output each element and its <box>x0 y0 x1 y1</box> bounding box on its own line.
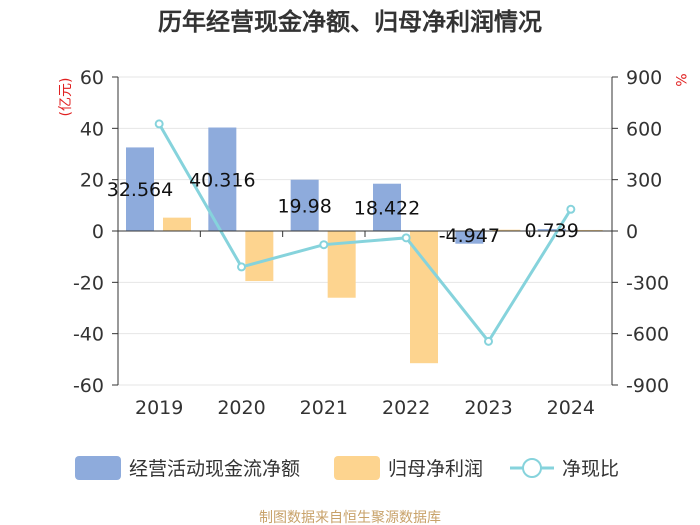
left-tick-label: -60 <box>73 375 104 397</box>
chart-title: 历年经营现金净额、归母净利润情况 <box>158 8 542 36</box>
legend-swatch-profit <box>334 456 380 480</box>
right-tick-label: -900 <box>626 375 669 397</box>
legend-label-profit: 归母净利润 <box>388 458 483 480</box>
data-label: 18.422 <box>354 197 420 219</box>
cashflow-bar <box>537 229 566 231</box>
ratio-line-path <box>157 123 573 344</box>
ratio-point <box>237 262 246 272</box>
source-note: 制图数据来自恒生聚源数据库 <box>259 510 441 525</box>
right-tick-label: 900 <box>626 67 662 89</box>
profit-bar <box>163 217 191 231</box>
grid <box>118 76 612 386</box>
left-tick-label: -40 <box>73 324 104 346</box>
left-tick-label: 40 <box>80 118 104 140</box>
profit-bar <box>492 229 521 231</box>
cashflow-bar <box>208 127 237 231</box>
ratio-point <box>154 119 164 129</box>
legend-swatch-cashflow <box>75 456 121 480</box>
x-tick-label: 2024 <box>547 397 595 419</box>
x-tick-label: 2023 <box>464 397 512 419</box>
left-tick-label: 20 <box>80 170 104 192</box>
data-label: -4.947 <box>439 225 500 247</box>
x-tick-label: 2020 <box>217 397 265 419</box>
cashflow-bar <box>455 231 484 244</box>
data-labels: 32.564 40.316 19.98 18.422 -4.947 0.739 <box>107 169 579 247</box>
profit-bar <box>410 231 438 364</box>
legend: 经营活动现金流净额 归母净利润 净现比 <box>75 456 619 480</box>
ratio-point <box>566 204 576 214</box>
ratio-point <box>401 233 411 243</box>
legend-label-cashflow: 经营活动现金流净额 <box>129 458 300 480</box>
data-label: 40.316 <box>189 169 255 191</box>
ratio-line <box>154 119 576 346</box>
right-axis: 900 600 300 0 -300 -600 -900 <box>611 67 669 397</box>
right-tick-label: 0 <box>626 221 638 243</box>
data-label: 32.564 <box>107 179 173 201</box>
cashflow-bar <box>126 147 154 231</box>
data-label: 19.98 <box>277 195 331 217</box>
left-tick-label: 60 <box>80 67 104 89</box>
right-axis-unit: % <box>672 73 688 86</box>
x-tick-label: 2019 <box>135 397 183 419</box>
left-axis: 60 40 20 0 -20 -40 -60 <box>73 67 119 397</box>
right-tick-label: -300 <box>626 272 669 294</box>
profit-bar <box>245 231 274 282</box>
legend-label-ratio: 净现比 <box>562 458 619 480</box>
profit-bar <box>574 229 603 231</box>
cashflow-bar <box>373 183 401 231</box>
bars <box>126 127 603 364</box>
x-tick-label: 2022 <box>382 397 430 419</box>
right-tick-label: 600 <box>626 118 662 140</box>
left-axis-unit: (亿元) <box>58 78 74 117</box>
x-axis: 2019 2020 2021 2022 2023 2024 <box>118 230 613 419</box>
right-tick-label: 300 <box>626 170 662 192</box>
right-tick-label: -600 <box>626 324 669 346</box>
cashflow-bar <box>290 179 319 231</box>
legend-marker-ratio <box>522 458 542 478</box>
left-tick-label: 0 <box>92 221 104 243</box>
left-tick-label: -20 <box>73 272 104 294</box>
data-label: 0.739 <box>524 220 578 242</box>
ratio-point <box>484 336 493 346</box>
x-tick-label: 2021 <box>300 397 348 419</box>
ratio-point <box>319 240 329 250</box>
